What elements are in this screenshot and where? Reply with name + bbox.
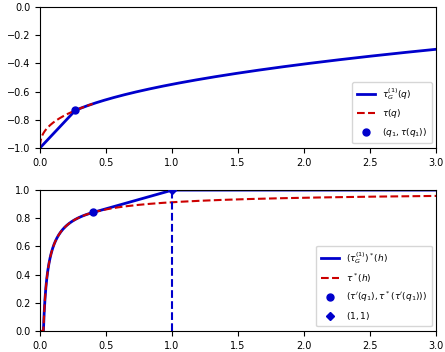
Legend: $\tau_G^{(1)}(q)$, $\tau(q)$, $(q_1,\tau(q_1))$: $\tau_G^{(1)}(q)$, $\tau(q)$, $(q_1,\tau… bbox=[352, 82, 432, 143]
Legend: $(\tau_G^{(1)})^*(h)$, $\tau^*(h)$, $(\tau'(q_1),\tau^*(\tau'(q_1)))$, $(1,1)$: $(\tau_G^{(1)})^*(h)$, $\tau^*(h)$, $(\t… bbox=[316, 246, 432, 326]
